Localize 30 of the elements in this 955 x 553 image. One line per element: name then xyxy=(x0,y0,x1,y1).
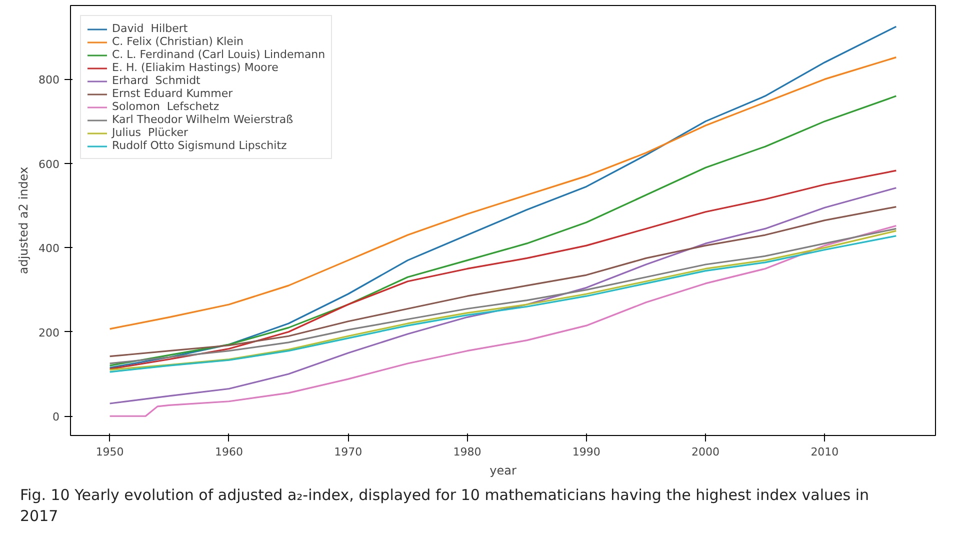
legend-label: E. H. (Eliakim Hastings) Moore xyxy=(112,61,278,74)
x-tick-label: 1950 xyxy=(96,446,124,458)
y-tick-label: 0 xyxy=(52,410,60,424)
line-series xyxy=(109,187,897,404)
x-tick-label: 1990 xyxy=(572,446,600,458)
legend-label: C. L. Ferdinand (Carl Louis) Lindemann xyxy=(112,48,326,61)
y-tick-label: 800 xyxy=(38,74,60,87)
line-series xyxy=(109,224,897,417)
y-tick-label: 200 xyxy=(38,326,60,340)
x-tick-label: 2010 xyxy=(810,446,839,458)
legend-label: Karl Theodor Wilhelm Weierstraß xyxy=(112,113,294,126)
legend-label: Julius Plücker xyxy=(112,126,188,139)
legend-label: Solomon Lefschetz xyxy=(112,100,220,113)
x-tick-label: 1960 xyxy=(214,446,243,458)
x-tick-label: 2000 xyxy=(692,446,720,458)
legend-label: Erhard Schmidt xyxy=(112,74,200,87)
line-series xyxy=(109,170,897,370)
legend-label: C. Felix (Christian) Klein xyxy=(112,35,244,48)
y-axis-title: adjusted a2 index xyxy=(16,166,31,274)
line-series xyxy=(109,26,897,368)
y-tick-label: 600 xyxy=(38,158,60,171)
x-tick-label: 1970 xyxy=(334,446,362,458)
legend-label: Ernst Eduard Kummer xyxy=(112,87,233,100)
y-tick-label: 400 xyxy=(38,242,60,256)
legend-label: Rudolf Otto Sigismund Lipschitz xyxy=(112,139,287,152)
x-axis-title: year xyxy=(490,464,516,478)
caption: Fig. 10 Yearly evolution of adjusted a₂-index, displayed for 10 mathematicians having the highest index values in 2017 xyxy=(20,485,870,528)
legend-label: David Hilbert xyxy=(112,22,188,35)
x-tick-label: 1980 xyxy=(453,446,482,458)
line-series xyxy=(109,206,897,358)
